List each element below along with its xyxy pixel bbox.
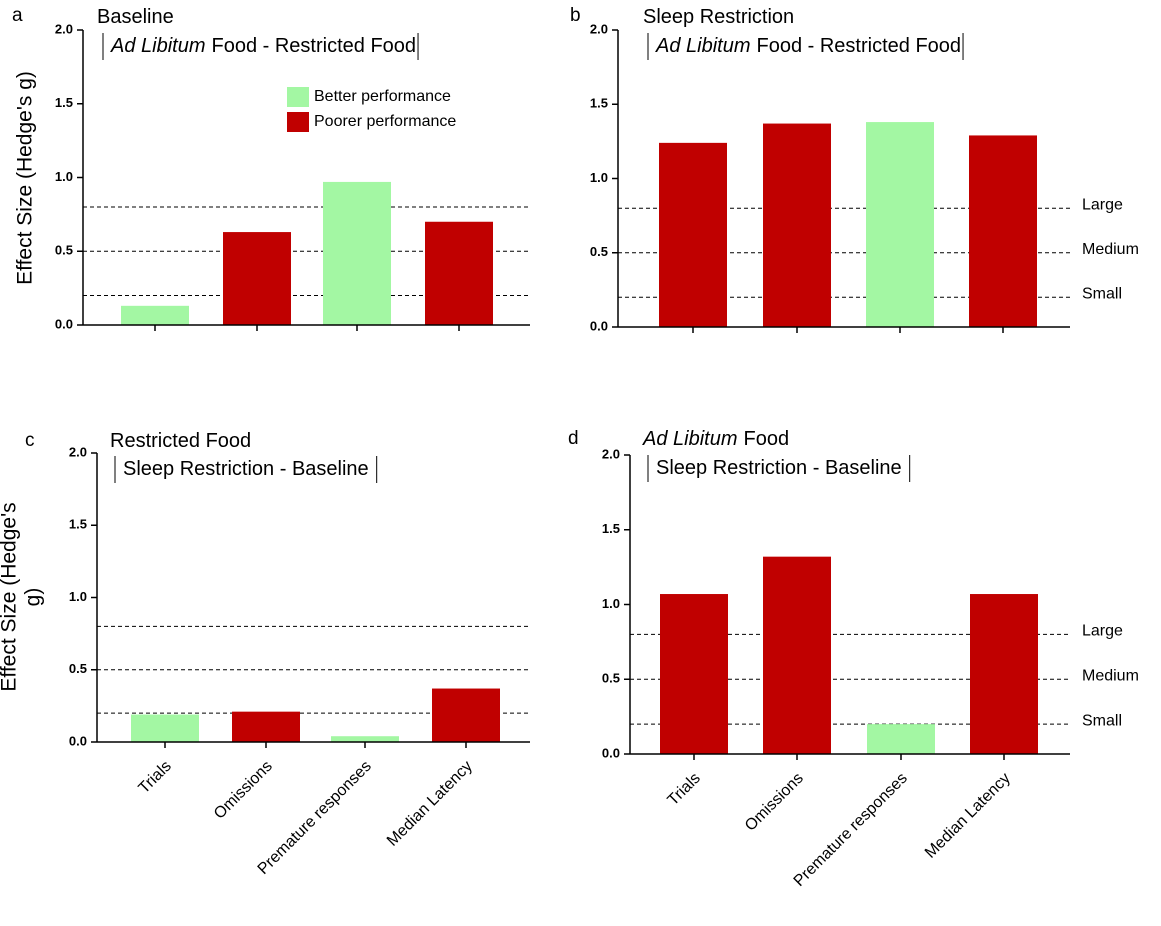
y-tick-label: 1.0 [55,169,73,184]
y-tick-label: 2.0 [590,21,608,36]
panel-title-plain: Food [744,428,790,450]
y-tick-label: 1.5 [590,96,608,111]
y-tick-label: 0.0 [602,745,620,760]
panel-title-plain: Baseline [97,6,174,28]
y-tick-label: 0.0 [55,316,73,331]
bar [331,736,399,742]
reference-label: Small [1082,286,1122,303]
x-tick-label: Trials [136,758,175,797]
panel-subtitle: Sleep Restriction - Baseline [123,458,369,480]
x-tick-label: Omissions [742,770,807,835]
bar [223,232,291,325]
reference-label: Large [1082,623,1123,640]
panel-subtitle-plain: Sleep Restriction - Baseline [123,458,369,480]
bar [232,711,300,742]
y-tick-label: 0.0 [69,733,87,748]
y-tick-label: 0.5 [69,661,87,676]
bar [867,724,935,754]
x-tick-label: Premature responses [255,758,375,878]
legend-swatch [287,112,309,132]
y-tick-label: 1.0 [69,589,87,604]
panel-subtitle-plain: Food - Restricted Food [212,35,417,57]
panel-letter: b [570,5,581,26]
bar [969,135,1037,327]
panel-subtitle-italic: Ad Libitum [110,35,206,57]
legend-label: Poorer performance [314,113,456,130]
panel-subtitle: Sleep Restriction - Baseline [656,457,902,479]
y-tick-label: 0.0 [590,318,608,333]
bar [432,688,500,742]
y-tick-label: 0.5 [55,243,73,258]
reference-label: Small [1082,712,1122,729]
reference-label: Medium [1082,241,1139,258]
x-tick-label: Trials [665,770,704,809]
reference-label: Medium [1082,667,1139,684]
bar [425,221,493,325]
x-tick-label: Median Latency [922,770,1014,862]
y-axis-label: Effect Size (Hedge's [0,502,21,691]
bar [763,556,831,754]
y-axis-label: Effect Size (Hedge's g) [14,71,37,285]
y-tick-label: 0.5 [590,244,608,259]
bar [660,594,728,754]
x-tick-label: Median Latency [384,758,476,850]
bar [659,142,727,327]
panel-title-plain: Restricted Food [110,430,251,452]
panel-title-italic: Ad Libitum [642,428,738,450]
bar [323,181,391,325]
y-axis-label: g) [22,588,45,607]
panel-subtitle: Ad Libitum Food - Restricted Food [110,35,416,57]
y-tick-label: 2.0 [55,21,73,36]
panel-title: Sleep Restriction [643,6,794,28]
y-tick-label: 1.5 [69,517,87,532]
y-tick-label: 2.0 [69,444,87,459]
panel-subtitle-plain: Food - Restricted Food [757,35,962,57]
bar [131,714,199,742]
bar [970,594,1038,754]
panel-title-plain: Sleep Restriction [643,6,794,28]
x-tick-label: Omissions [211,758,276,823]
y-tick-label: 1.5 [602,521,620,536]
y-tick-label: 2.0 [602,446,620,461]
panel-title: Restricted Food [110,430,251,452]
panel-letter: d [568,428,579,449]
legend-swatch [287,87,309,107]
panel-letter: c [25,430,35,451]
bar [866,122,934,327]
panel-letter: a [12,5,23,26]
panel-title: Ad Libitum Food [642,428,789,450]
panel-subtitle-italic: Ad Libitum [655,35,751,57]
legend-label: Better performance [314,88,451,105]
y-tick-label: 1.0 [602,596,620,611]
y-tick-label: 1.0 [590,170,608,185]
panel-title: Baseline [97,6,174,28]
y-tick-label: 0.5 [602,671,620,686]
y-tick-label: 1.5 [55,95,73,110]
bar [121,305,189,325]
reference-label: Large [1082,196,1123,213]
panel-subtitle-plain: Sleep Restriction - Baseline [656,457,902,479]
panel-subtitle: Ad Libitum Food - Restricted Food [655,35,961,57]
x-tick-label: Premature responses [791,770,911,890]
bar [763,123,831,328]
